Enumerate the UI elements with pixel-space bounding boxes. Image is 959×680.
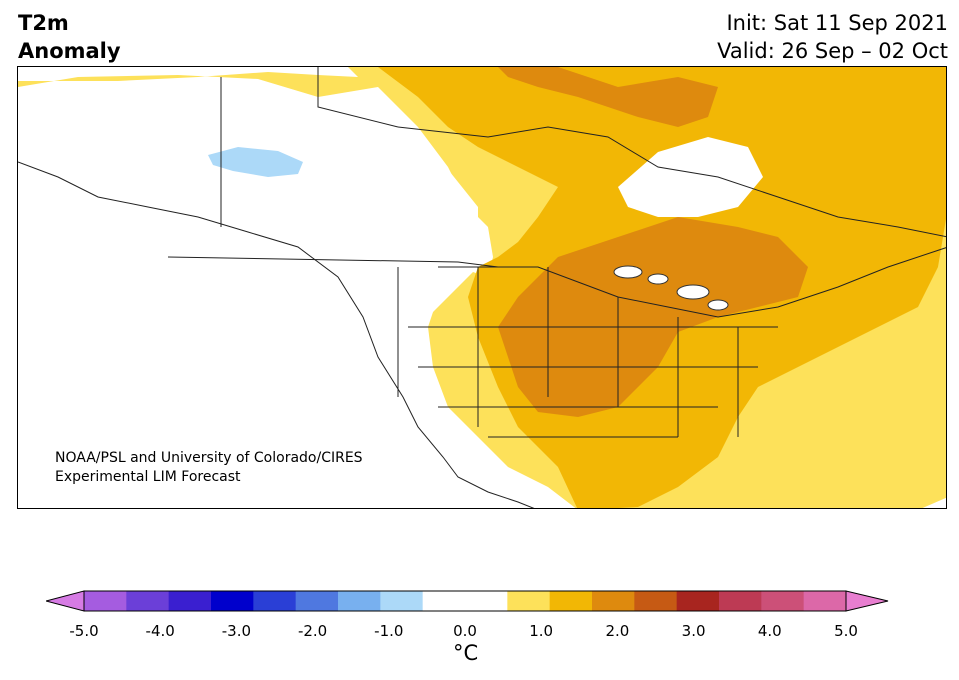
anomaly-label: Anomaly [18, 39, 121, 63]
colorbar-tick: 3.0 [681, 622, 706, 640]
map-title: T2m Anomaly [18, 9, 121, 65]
colorbar-tick: 4.0 [757, 622, 782, 640]
init-date: Init: Sat 11 Sep 2021 [726, 11, 948, 35]
colorbar-cell [295, 591, 339, 611]
colorbar-outline [83, 590, 847, 612]
boundaries [18, 67, 946, 508]
colorbar-cells [46, 590, 889, 612]
colorbar-cell [676, 591, 720, 611]
colorbar-cell [126, 591, 170, 611]
colorbar-tick: 0.0 [453, 622, 477, 640]
colorbar-cell [84, 591, 127, 611]
colorbar-tick: 1.0 [529, 622, 554, 640]
valid-date: Valid: 26 Sep – 02 Oct [717, 39, 948, 63]
colorbar-cell [549, 591, 593, 611]
map-canvas [18, 67, 946, 508]
colorbar-tick: -3.0 [221, 622, 252, 640]
colorbar-tick: -1.0 [374, 622, 404, 640]
colorbar-cell [592, 591, 635, 611]
anomaly-region-cool [208, 147, 303, 177]
colorbar-tick: 5.0 [834, 622, 858, 640]
neutral-region-hudson [618, 137, 763, 217]
neutral-region-alaska [18, 95, 517, 508]
colorbar-cell [211, 591, 254, 611]
colorbar-cell [634, 591, 678, 611]
anomaly-region-orange-north [498, 67, 718, 127]
colorbar-cell [168, 591, 212, 611]
colorbar-tick: -5.0 [69, 622, 99, 640]
credit-text: NOAA/PSL and University of Colorado/CIRE… [55, 449, 363, 487]
anomaly-map [17, 66, 947, 509]
credit-line-1: NOAA/PSL and University of Colorado/CIRE… [55, 450, 363, 466]
colorbar-cell [380, 591, 424, 611]
colorbar-cell [422, 591, 466, 611]
lakes [613, 265, 729, 311]
colorbar-tick: 2.0 [605, 622, 630, 640]
unit-label: °C [453, 641, 479, 665]
colorbar-cell [719, 591, 762, 611]
colorbar-high-extension [845, 590, 889, 612]
colorbar-low-extension [46, 590, 85, 612]
colorbar-tick: -2.0 [297, 622, 328, 640]
credit-line-2: Experimental LIM Forecast [55, 469, 241, 485]
forecast-dates: Init: Sat 11 Sep 2021 Valid: 26 Sep – 02… [717, 9, 948, 65]
colorbar [46, 590, 889, 612]
colorbar-tick: -4.0 [145, 622, 175, 640]
colorbar-cell [803, 591, 847, 611]
colorbar-cell [507, 591, 551, 611]
colorbar-cell [338, 591, 381, 611]
variable-label: T2m [18, 11, 69, 35]
colorbar-cell [253, 591, 297, 611]
colorbar-cell [761, 591, 805, 611]
colorbar-cell [465, 591, 508, 611]
